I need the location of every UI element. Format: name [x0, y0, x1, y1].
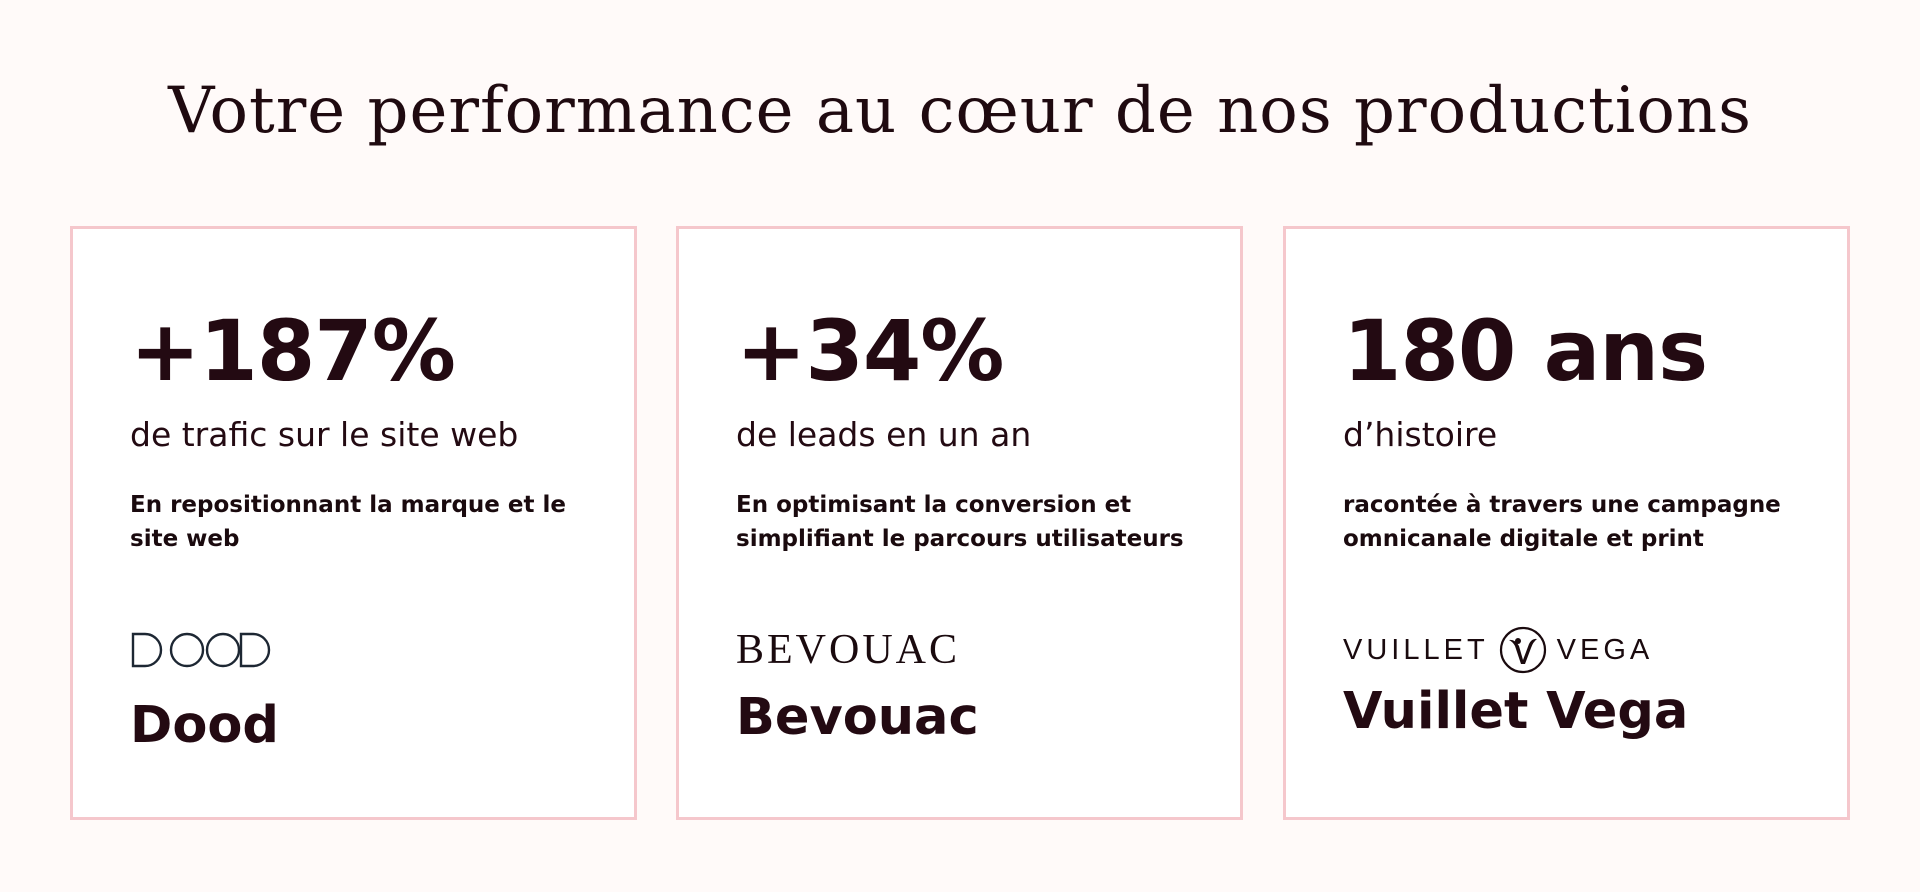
stat-value: +34%: [736, 302, 1004, 400]
page-title: Votre performance au cœur de nos product…: [168, 74, 1752, 148]
vega-logo-text: VEGA: [1556, 633, 1654, 666]
results-cards: +187% de trafic sur le site web En repos…: [70, 226, 1850, 820]
dood-logo-icon: [130, 620, 280, 680]
result-description: racontée à travers une campagne omnicana…: [1343, 492, 1781, 552]
result-description: En optimisant la conversion et simplifia…: [736, 492, 1184, 552]
result-card-vuillet-vega: 180 ans d’histoire racontée à travers un…: [1283, 226, 1850, 820]
vv-monogram-icon: [1499, 626, 1546, 674]
bevouac-logo-icon: BEVOUAC: [736, 620, 960, 680]
stat-label: de trafic sur le site web: [130, 415, 519, 454]
brand-name: Bevouac: [736, 688, 979, 747]
result-card-dood: +187% de trafic sur le site web En repos…: [70, 226, 637, 820]
result-card-bevouac: +34% de leads en un an En optimisant la …: [676, 226, 1243, 820]
stat-value: 180 ans: [1343, 302, 1708, 400]
stat-label: de leads en un an: [736, 415, 1032, 454]
stat-value: +187%: [130, 302, 456, 400]
result-description: En repositionnant la marque et le site w…: [130, 492, 566, 552]
stat-label: d’histoire: [1343, 415, 1498, 454]
brand-name: Vuillet Vega: [1343, 682, 1689, 741]
vuillet-logo-text: VUILLET: [1343, 633, 1489, 666]
vuillet-vega-logo-icon: VUILLET VEGA: [1343, 620, 1653, 680]
bevouac-logo-text: BEVOUAC: [736, 627, 961, 673]
brand-name: Dood: [130, 696, 279, 755]
